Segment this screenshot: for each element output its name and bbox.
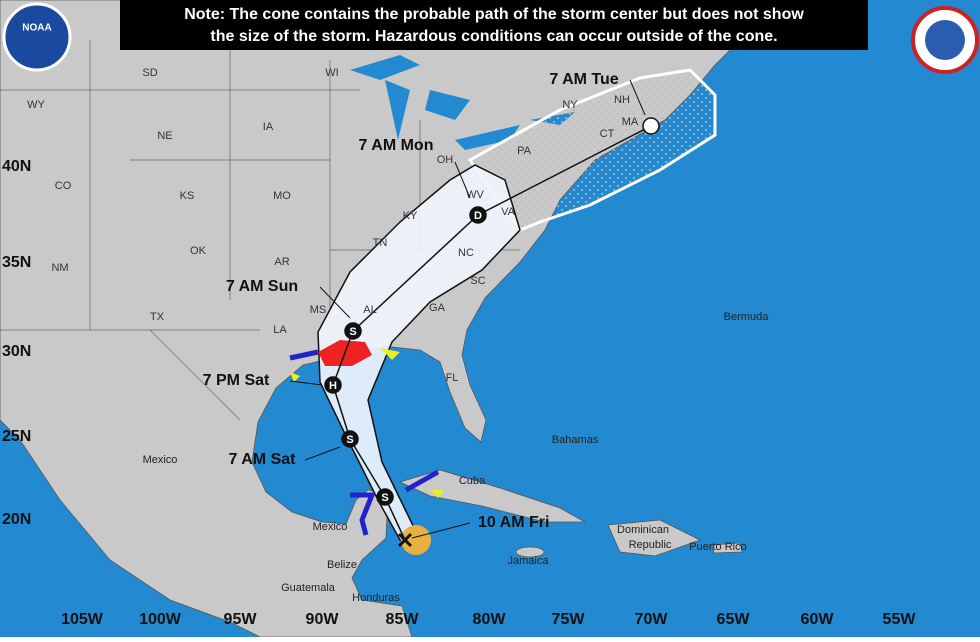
state-label: IA xyxy=(263,121,274,133)
state-label: PA xyxy=(517,145,532,157)
state-label: CO xyxy=(55,180,72,192)
forecast-point xyxy=(642,117,660,135)
forecast-cone-day4-5 xyxy=(467,68,717,232)
forecast-time: 7 AM Sat xyxy=(229,451,297,468)
forecast-symbol: H xyxy=(329,380,337,392)
place-label: Dominican xyxy=(617,524,669,536)
forecast-symbol: S xyxy=(381,492,388,504)
note-line: the size of the storm. Hazardous conditi… xyxy=(210,28,777,45)
place-label: Mexico xyxy=(313,521,348,533)
state-label: VA xyxy=(501,206,516,218)
state-label: WV xyxy=(466,189,484,201)
state-label: OK xyxy=(190,245,207,257)
forecast-cone xyxy=(317,164,521,541)
longitude-label: 90W xyxy=(306,611,340,628)
place-label: Guatemala xyxy=(281,582,336,594)
place-label: Honduras xyxy=(352,592,400,604)
hispaniola xyxy=(607,519,702,557)
longitude-label: 85W xyxy=(386,611,420,628)
puerto-rico xyxy=(711,542,743,554)
state-label: NH xyxy=(614,94,630,106)
forecast-point xyxy=(324,376,342,394)
forecast-time: 7 AM Tue xyxy=(549,71,618,88)
place-label: Belize xyxy=(327,559,357,571)
state-label: MO xyxy=(273,190,291,202)
longitude-label: 80W xyxy=(473,611,507,628)
noaa-logo xyxy=(2,2,72,72)
latitude-label: 30N xyxy=(2,343,31,360)
state-label: MS xyxy=(310,304,327,316)
longitude-label: 65W xyxy=(717,611,751,628)
forecast-symbol: D xyxy=(647,121,655,133)
state-label: NY xyxy=(562,99,578,111)
forecast-point xyxy=(341,430,359,448)
note-line: Note: The cone contains the probable pat… xyxy=(184,6,804,23)
state-label: WI xyxy=(325,67,338,79)
latitude-label: 35N xyxy=(2,254,31,271)
latitude-label: 20N xyxy=(2,511,31,528)
place-label: Bermuda xyxy=(724,311,770,323)
state-label: NE xyxy=(157,130,172,142)
forecast-time: 7 PM Sat xyxy=(203,372,270,389)
longitude-label: 100W xyxy=(139,611,182,628)
jamaica xyxy=(515,546,545,558)
state-label: KY xyxy=(403,210,418,222)
state-label: WY xyxy=(27,99,45,111)
state-label: SC xyxy=(470,275,485,287)
state-label: TX xyxy=(150,311,165,323)
latitude-label: 25N xyxy=(2,428,31,445)
nws-logo-center xyxy=(925,20,965,60)
place-label: Puerto Rico xyxy=(689,541,746,553)
state-label: FL xyxy=(446,372,459,384)
logo-text: NOAA xyxy=(22,23,51,34)
state-label: NM xyxy=(51,262,68,274)
state-label: KS xyxy=(180,190,195,202)
forecast-time: 10 AM Fri xyxy=(478,514,549,531)
forecast-point xyxy=(344,322,362,340)
forecast-time: 7 AM Sun xyxy=(226,278,298,295)
place-label: Cuba xyxy=(459,475,486,487)
place-label: Republic xyxy=(629,539,672,551)
state-label: AR xyxy=(274,256,289,268)
forecast-time: 7 AM Mon xyxy=(359,137,434,154)
state-label: LA xyxy=(273,324,287,336)
state-label: GA xyxy=(429,302,446,314)
state-label: SD xyxy=(142,67,157,79)
longitude-label: 55W xyxy=(883,611,917,628)
longitude-label: 105W xyxy=(61,611,104,628)
longitude-label: 75W xyxy=(552,611,586,628)
place-label: Jamaica xyxy=(508,555,550,567)
great-lakes xyxy=(350,55,575,150)
state-label: MA xyxy=(622,116,639,128)
current-position xyxy=(397,532,413,548)
state-label: AL xyxy=(363,304,376,316)
watch-orange xyxy=(401,525,431,555)
watch-blue xyxy=(289,349,440,536)
state-label: NC xyxy=(458,247,474,259)
state-label: OH xyxy=(437,154,454,166)
longitude-label: 60W xyxy=(801,611,835,628)
forecast-symbol: S xyxy=(346,434,353,446)
forecast-point xyxy=(469,206,487,224)
forecast-symbol: D xyxy=(474,210,482,222)
leader-lines xyxy=(289,79,646,539)
longitude-label: 70W xyxy=(635,611,669,628)
forecast-symbol: S xyxy=(349,326,356,338)
place-label: Mexico xyxy=(143,454,178,466)
state-label: TN xyxy=(373,237,388,249)
place-label: Bahamas xyxy=(552,434,599,446)
latitude-label: 40N xyxy=(2,158,31,175)
cuba xyxy=(398,469,587,523)
note-box xyxy=(120,0,868,50)
longitude-label: 95W xyxy=(224,611,258,628)
forecast-point xyxy=(376,488,394,506)
state-label: CT xyxy=(600,128,615,140)
